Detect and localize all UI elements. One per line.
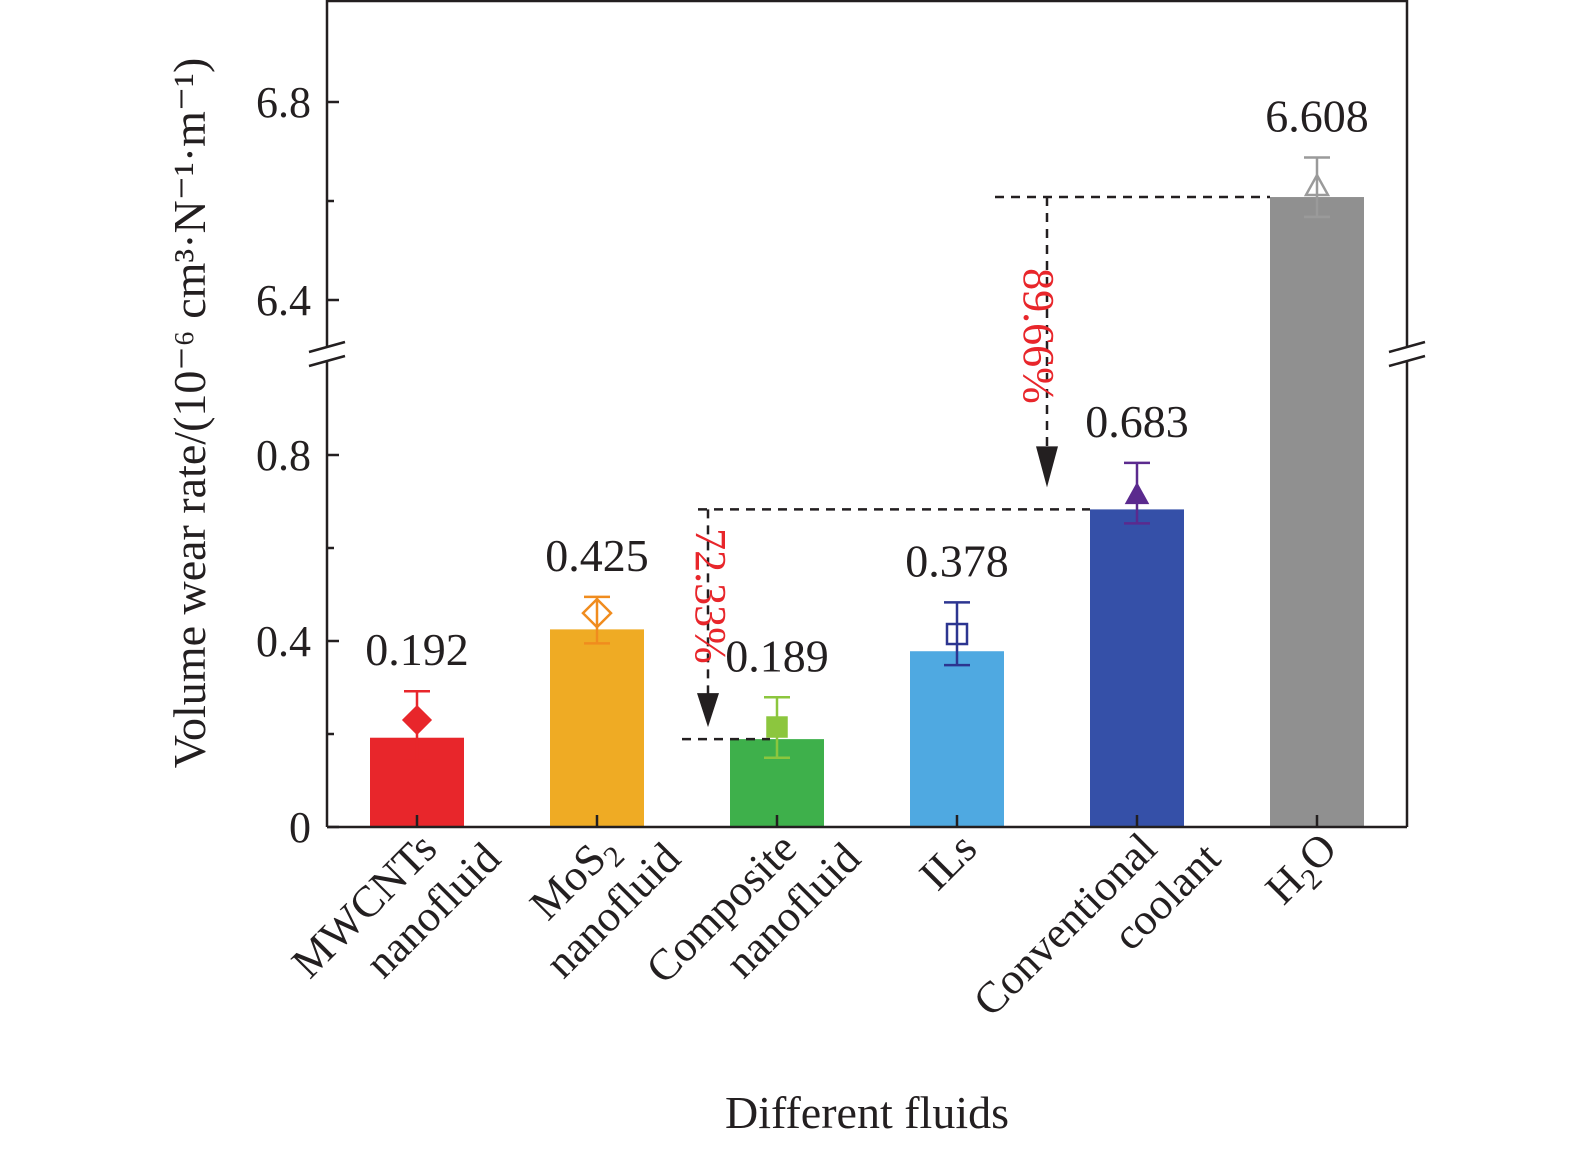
y-tick-label: 0.4 <box>256 617 311 666</box>
percent-label: 72.33% <box>686 528 735 664</box>
value-label: 6.608 <box>1265 90 1369 141</box>
marker-diamond <box>401 704 433 736</box>
y-tick-label: 6.4 <box>256 276 311 325</box>
axis-break-mark <box>308 340 346 354</box>
bar <box>550 629 644 827</box>
marker-square <box>766 716 788 738</box>
value-label: 0.683 <box>1085 396 1189 447</box>
value-label: 0.378 <box>905 535 1009 586</box>
x-axis-title: Different fluids <box>725 1087 1009 1138</box>
value-label: 0.189 <box>725 630 829 681</box>
category-label: ILs <box>910 823 986 899</box>
marker-square <box>945 622 969 646</box>
marker-diamond <box>581 597 613 629</box>
axis-break-mark <box>1388 354 1426 368</box>
marker-triangle <box>1303 172 1331 197</box>
y-tick-label: 0 <box>289 803 311 852</box>
y-tick-label: 6.8 <box>256 78 311 127</box>
value-label: 0.192 <box>365 624 469 675</box>
bar <box>1270 197 1364 828</box>
category-text: ILs <box>910 823 986 899</box>
marker-triangle <box>1124 481 1150 505</box>
axis-break-mark <box>308 354 346 368</box>
percent-label: 89.66% <box>1014 268 1063 404</box>
category-line1: H2O <box>1256 823 1351 918</box>
category-label: H2O <box>1256 823 1351 918</box>
bar <box>1090 509 1184 827</box>
axis-break-mark <box>1388 340 1426 354</box>
y-tick-label: 0.8 <box>256 431 311 480</box>
arrow-head-2 <box>1036 446 1058 488</box>
y-axis-title: Volume wear rate/(10⁻⁶ cm³·N⁻¹·m⁻¹) <box>164 58 215 769</box>
category-line1: ILs <box>910 823 986 899</box>
value-label: 0.425 <box>545 530 649 581</box>
arrow-head-1 <box>697 693 719 728</box>
bar <box>910 651 1004 827</box>
